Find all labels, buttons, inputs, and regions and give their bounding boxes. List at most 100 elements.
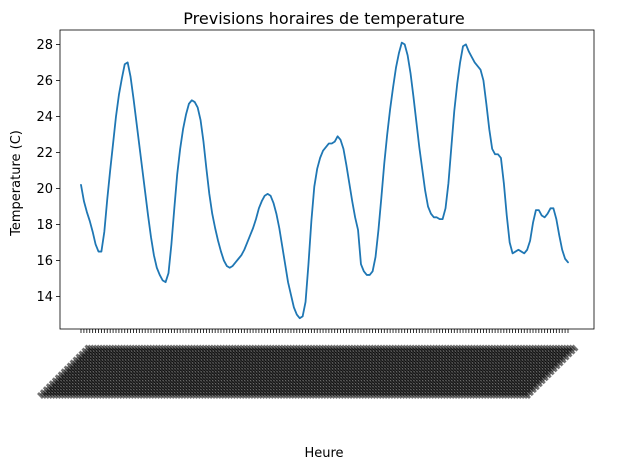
x-tick-label <box>372 344 427 399</box>
x-tick-label <box>83 344 139 399</box>
x-tick-label <box>246 344 302 399</box>
x-tick-label <box>299 344 354 399</box>
x-tick-label <box>439 344 494 399</box>
y-tick-label: 20 <box>36 182 53 197</box>
x-tick-label <box>308 344 363 399</box>
x-tick-label <box>413 344 468 399</box>
x-tick-label <box>179 344 235 399</box>
x-tick-label <box>130 344 185 399</box>
x-tick-label <box>521 344 576 399</box>
x-axis-label: Heure <box>304 446 343 461</box>
x-tick-label <box>150 344 206 399</box>
x-tick-label <box>86 344 142 399</box>
x-tick-label <box>302 344 357 399</box>
x-tick-label <box>261 344 317 399</box>
x-tick-label <box>392 344 448 399</box>
x-tick-label <box>515 344 570 399</box>
x-tick-label <box>328 344 384 399</box>
x-tick-label <box>211 344 267 399</box>
chart-marks: 14 16 18 20 22 24 26 28 <box>36 29 595 399</box>
x-tick-label <box>509 344 564 399</box>
y-axis-label: Temperature (C) <box>9 130 24 237</box>
x-tick-label <box>314 344 369 399</box>
x-tick-label <box>419 344 474 399</box>
x-tick-label <box>226 344 282 399</box>
x-tick-label <box>174 344 229 399</box>
x-tick-label <box>281 344 337 399</box>
x-tick-label <box>462 344 518 399</box>
x-tick-label <box>220 344 276 399</box>
x-tick-label <box>48 344 104 399</box>
x-tick-label <box>139 344 194 399</box>
x-tick-label <box>503 344 559 399</box>
x-tick-label <box>133 344 188 399</box>
x-tick-label <box>51 344 107 399</box>
y-tick-label: 18 <box>36 218 53 233</box>
x-tick-label <box>366 344 422 399</box>
x-tick-label <box>378 344 433 399</box>
x-tick-label <box>279 344 334 399</box>
x-tick-label <box>214 344 270 399</box>
x-tick-label <box>92 344 147 399</box>
x-tick-label <box>363 344 419 399</box>
x-tick-label <box>305 344 360 399</box>
x-tick-label <box>468 344 524 399</box>
chart-title: Previsions horaires de temperature <box>183 9 464 28</box>
y-tick-label: 22 <box>36 146 53 161</box>
x-tick-label <box>89 344 144 399</box>
x-tick-label <box>232 344 287 399</box>
x-tick-label <box>80 344 136 399</box>
x-tick-label <box>182 344 238 399</box>
x-tick-label <box>524 344 579 399</box>
x-tick-label <box>360 344 416 399</box>
x-tick-label <box>343 344 398 399</box>
x-tick-label <box>351 344 407 399</box>
x-tick-label <box>296 344 352 399</box>
x-tick-label <box>168 344 223 399</box>
x-tick-label <box>121 344 177 399</box>
x-tick-label <box>325 344 381 399</box>
x-tick-label <box>386 344 442 399</box>
x-tick-label <box>185 344 241 399</box>
x-tick-label <box>471 344 526 399</box>
plot-frame <box>59 29 595 330</box>
y-tick-label: 14 <box>36 290 53 305</box>
x-tick-label <box>229 344 284 399</box>
x-tick-label <box>430 344 486 399</box>
x-tick-label <box>60 344 115 399</box>
x-tick-label <box>433 344 489 399</box>
x-tick-label <box>407 344 462 399</box>
x-tick-label <box>63 344 118 399</box>
x-tick-label <box>436 344 491 399</box>
x-tick-label <box>39 344 95 399</box>
x-tick-label <box>270 344 325 399</box>
x-tick-label <box>395 344 451 399</box>
x-tick-label <box>497 344 553 399</box>
x-tick-label <box>287 344 343 399</box>
x-tick-label <box>489 344 544 399</box>
x-tick-label <box>273 344 328 399</box>
x-tick-label <box>217 344 273 399</box>
x-tick-label <box>381 344 436 399</box>
x-tick-label <box>142 344 197 399</box>
x-tick-label <box>389 344 445 399</box>
x-tick-label <box>465 344 521 399</box>
x-tick-label <box>445 344 500 399</box>
x-tick-label <box>427 344 483 399</box>
x-tick-label <box>209 344 264 399</box>
y-tick-label: 26 <box>36 74 53 89</box>
x-tick-label <box>115 344 171 399</box>
x-tick-label <box>101 344 156 399</box>
x-tick-label <box>311 344 366 399</box>
x-tick-label <box>252 344 308 399</box>
x-tick-label <box>384 344 439 399</box>
x-tick-label <box>293 344 349 399</box>
x-tick-label <box>191 344 247 399</box>
x-tick-label <box>144 344 200 399</box>
x-tick-label <box>153 344 209 399</box>
x-tick-label <box>424 344 480 399</box>
y-tick-label: 28 <box>36 38 53 53</box>
x-tick-label <box>334 344 389 399</box>
x-tick-label <box>459 344 515 399</box>
x-tick-label <box>276 344 331 399</box>
